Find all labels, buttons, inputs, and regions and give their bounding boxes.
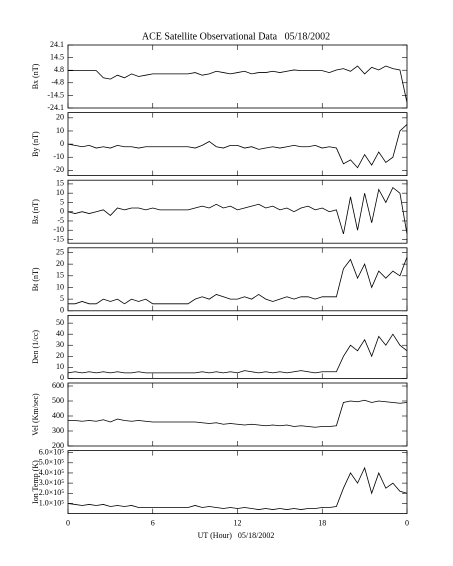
y-tick-label: -14.5 (47, 90, 64, 99)
y-tick-label: 5 (60, 294, 64, 303)
panel-frame (67, 44, 408, 109)
y-tick-label: 24.1 (50, 40, 64, 49)
y-tick-label: 300 (52, 426, 64, 435)
y-tick-label: 500 (52, 396, 64, 405)
y-tick-label: 15 (56, 271, 64, 280)
y-tick-label: 0 (60, 306, 64, 315)
y-tick-label: 14.5 (50, 52, 64, 61)
x-tick-label: 12 (234, 518, 242, 527)
y-tick-label: 40 (56, 329, 64, 338)
y-tick-label: 50 (56, 318, 64, 327)
y-tick-label: 10 (56, 188, 64, 197)
y-tick-label: 10 (56, 282, 64, 291)
y-tick-label: 20 (56, 351, 64, 360)
y-tick-label: 20 (56, 259, 64, 268)
y-axis-label: By (nT) (31, 131, 40, 157)
x-tick-label: 0 (66, 518, 70, 527)
panel-frame (67, 314, 408, 379)
x-axis-label: UT (Hour) 05/18/2002 (198, 531, 275, 540)
y-tick-label: 200 (52, 441, 64, 450)
panel-frame (67, 247, 408, 312)
y-tick-label: 4.0×10⁵ (39, 468, 65, 477)
data-line (67, 466, 408, 510)
y-tick-label: -24.1 (47, 103, 64, 112)
y-tick-label: -5 (57, 216, 64, 225)
y-axis-label: Bx (nT) (31, 63, 40, 89)
data-line (67, 186, 408, 235)
y-axis-label: Vel (Km/sec) (31, 393, 40, 436)
panel-frame (67, 179, 408, 244)
data-line (68, 399, 408, 428)
x-tick-label: 6 (151, 518, 155, 527)
y-axis-label: Bt (nT) (31, 267, 40, 291)
chart-title: ACE Satellite Observational Data 05/18/2… (142, 31, 330, 42)
y-tick-label: 400 (52, 411, 64, 420)
y-axis-label: Bz (nT) (31, 199, 40, 224)
y-tick-label: 0 (60, 373, 64, 382)
y-tick-label: 3.0×10⁵ (39, 478, 65, 487)
y-tick-label: -4.8 (51, 78, 64, 87)
y-tick-label: 5.0×10⁵ (39, 458, 65, 467)
data-line (67, 124, 408, 169)
y-tick-label: 0 (60, 207, 64, 216)
x-tick-label: 18 (318, 518, 326, 527)
panel-frame (67, 382, 408, 447)
x-tick-label: 0 (405, 518, 409, 527)
y-tick-label: -10 (53, 225, 64, 234)
y-tick-label: 1.0×10⁵ (39, 498, 65, 507)
y-tick-label: -10 (53, 152, 64, 161)
y-tick-label: 600 (52, 381, 64, 390)
panel-frame (67, 450, 408, 515)
y-tick-label: -15 (53, 234, 64, 243)
y-axis-label: Den (1/cc) (31, 330, 40, 364)
data-line (68, 65, 408, 103)
y-tick-label: -20 (53, 165, 64, 174)
y-tick-label: 10 (56, 126, 64, 135)
y-tick-label: 10 (56, 362, 64, 371)
y-tick-label: 30 (56, 340, 64, 349)
y-tick-label: 2.0×10⁵ (39, 488, 65, 497)
y-axis-label: Ion Temp (K) (31, 460, 40, 504)
y-tick-label: 4.8 (54, 65, 64, 74)
y-tick-label: 15 (56, 179, 64, 188)
y-tick-label: 5 (60, 197, 64, 206)
data-line (67, 333, 408, 374)
y-tick-label: 25 (56, 247, 64, 256)
y-tick-label: 6.0×10⁵ (39, 447, 65, 456)
y-tick-label: 0 (60, 139, 64, 148)
y-tick-label: 20 (56, 113, 64, 122)
data-line (68, 256, 408, 305)
